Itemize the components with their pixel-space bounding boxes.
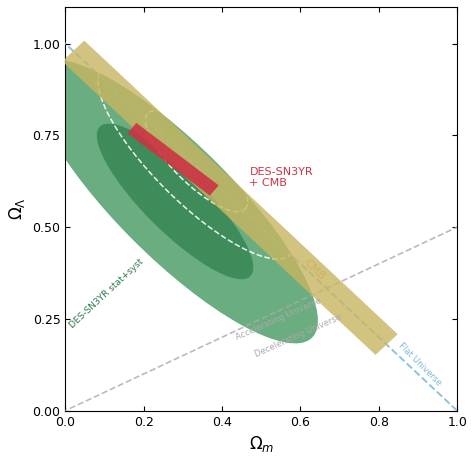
X-axis label: $\Omega_m$: $\Omega_m$ (248, 434, 274, 454)
Polygon shape (128, 123, 219, 195)
Text: CMB: CMB (302, 257, 327, 282)
Text: DES-SN3YR
stat only: DES-SN3YR stat only (183, 60, 233, 108)
Text: Decelerating Universe: Decelerating Universe (254, 312, 343, 359)
Ellipse shape (97, 124, 253, 279)
Text: Flat Universe: Flat Universe (397, 342, 443, 388)
Text: Accelerating Universe: Accelerating Universe (235, 296, 323, 342)
Polygon shape (62, 41, 398, 355)
Y-axis label: $\Omega_\Lambda$: $\Omega_\Lambda$ (7, 197, 27, 220)
Text: DES-SN3YR
+ CMB: DES-SN3YR + CMB (249, 167, 313, 189)
Ellipse shape (32, 59, 318, 343)
Text: DES-SN3YR stat+syst: DES-SN3YR stat+syst (68, 257, 145, 330)
